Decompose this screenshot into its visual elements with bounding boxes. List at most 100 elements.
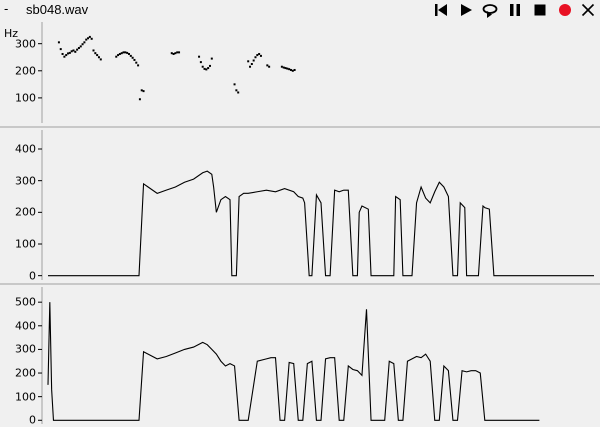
y-tick-label: 100 — [15, 390, 36, 404]
pitch-point — [94, 52, 97, 55]
y-tick-label: 0 — [29, 413, 36, 427]
pitch-point — [286, 67, 289, 70]
pitch-point — [131, 56, 134, 59]
file-name: sb048.wav — [26, 2, 89, 17]
pitch-point — [291, 69, 294, 72]
pitch-point — [289, 68, 292, 71]
pitch-point — [282, 66, 285, 69]
skip-to-start-button[interactable] — [432, 1, 450, 19]
pitch-point — [74, 50, 77, 53]
pitch-point — [76, 48, 79, 51]
pitch-point — [249, 65, 252, 68]
y-tick-label: 400 — [15, 319, 36, 333]
pitch-point — [120, 52, 123, 55]
pitch-point — [205, 68, 208, 71]
pitch-point — [210, 57, 213, 60]
play-icon — [461, 4, 472, 16]
pitch-point — [266, 64, 269, 67]
record-button[interactable] — [556, 1, 574, 19]
pitch-point — [199, 61, 202, 64]
pitch-point — [176, 51, 179, 54]
pitch-point — [233, 83, 236, 86]
y-tick-label: 100 — [15, 237, 36, 251]
title-bar: - sb048.wav — [0, 0, 600, 20]
y-tick-label: 200 — [15, 64, 36, 78]
pitch-point — [63, 55, 66, 58]
pitch-point — [235, 89, 238, 92]
pitch-point — [201, 65, 204, 68]
pitch-point — [68, 51, 71, 54]
y-axis-labels: Hz 100 200 300 0 100 200 300 400 0 100 200 300 400 50… — [0, 0, 42, 427]
pitch-point — [138, 98, 141, 101]
pitch-point — [124, 51, 127, 54]
pitch-point — [87, 37, 90, 40]
pause-icon — [510, 4, 520, 16]
play-button[interactable] — [457, 1, 475, 19]
pitch-point — [70, 50, 73, 53]
pitch-point — [96, 54, 99, 57]
pitch-point — [97, 56, 100, 59]
pitch-point — [122, 51, 125, 54]
pause-button[interactable] — [506, 1, 524, 19]
pitch-point — [57, 41, 60, 44]
pitch-point — [178, 51, 181, 54]
pitch-point — [293, 68, 296, 71]
close-icon — [581, 3, 595, 17]
series-line — [47, 302, 540, 421]
pitch-point — [258, 52, 261, 55]
pitch-point — [59, 48, 62, 51]
pitch-point — [247, 60, 250, 63]
pitch-point — [61, 52, 64, 55]
y-tick-label: 0 — [29, 269, 36, 283]
pitch-point — [137, 64, 140, 67]
series-line — [48, 170, 594, 277]
stop-icon — [534, 4, 546, 16]
pitch-point — [203, 67, 206, 70]
skip-back-icon — [435, 4, 447, 16]
pitch-point — [126, 51, 129, 54]
pitch-point — [142, 90, 145, 93]
pitch-point — [208, 64, 211, 67]
y-tick-label: 400 — [15, 142, 36, 156]
pitch-point — [65, 54, 68, 57]
loop-icon — [482, 4, 498, 18]
pitch-axis-unit-label: Hz — [4, 27, 19, 40]
pitch-point — [79, 45, 82, 48]
pitch-point — [135, 61, 138, 64]
pitch-point — [99, 58, 102, 61]
pitch-point — [127, 52, 130, 55]
close-button[interactable] — [579, 1, 597, 19]
pitch-point — [129, 54, 132, 57]
pitch-point — [198, 55, 201, 58]
y-tick-label: 300 — [15, 37, 36, 51]
pitch-point — [268, 65, 271, 68]
pitch-point — [254, 56, 257, 59]
y-tick-label: 500 — [15, 295, 36, 309]
y-tick-label: 200 — [15, 205, 36, 219]
pitch-point — [67, 52, 70, 55]
loop-play-button[interactable] — [481, 1, 499, 19]
pitch-point — [133, 58, 136, 61]
pitch-point — [250, 63, 253, 66]
pitch-point — [259, 54, 262, 57]
pitch-point — [81, 43, 84, 46]
pitch-point — [117, 54, 120, 57]
pitch-point — [85, 38, 88, 41]
y-tick-label: 300 — [15, 174, 36, 188]
pitch-point — [92, 49, 95, 52]
stop-button[interactable] — [531, 1, 549, 19]
pitch-point — [118, 52, 121, 55]
pitch-point — [252, 59, 255, 62]
pitch-point — [207, 67, 210, 70]
window-menu-button[interactable]: - — [4, 1, 9, 16]
pitch-point — [174, 52, 177, 55]
pitch-point — [170, 52, 173, 55]
pitch-point — [288, 68, 291, 71]
y-tick-label: 200 — [15, 366, 36, 380]
pitch-point — [256, 54, 259, 57]
pitch-point — [237, 91, 240, 94]
pitch-point — [77, 47, 80, 50]
pitch-point — [140, 89, 143, 92]
y-tick-label: 300 — [15, 342, 36, 356]
